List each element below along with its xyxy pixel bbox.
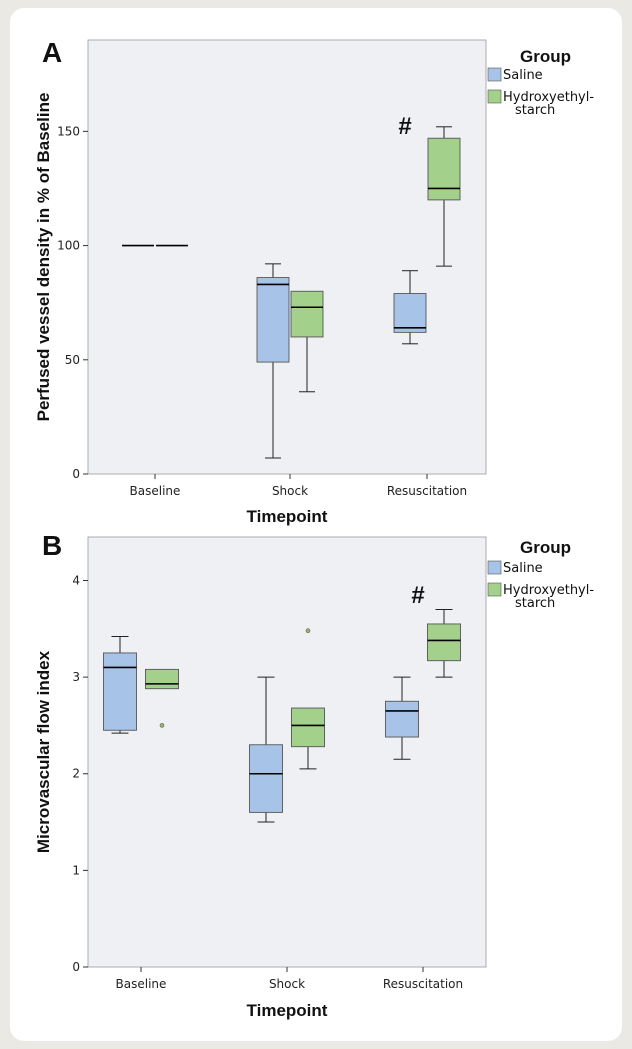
panel-b-legend-swatch-saline: [487, 560, 502, 575]
panel-b-legend-label-hes-2: starch: [515, 596, 555, 611]
panel-b-hes-shock-outlier: [305, 628, 311, 634]
panel-b-x-tick-label: Shock: [269, 977, 305, 991]
panel-b-y-tick-label: 2: [72, 767, 80, 781]
panel-a-legend-title: Group: [520, 47, 571, 66]
panel-b-y-tick-label: 1: [72, 863, 80, 877]
panel-a-legend-swatch-hes: [487, 89, 502, 104]
panel-a-legend-label-saline: Saline: [503, 68, 543, 83]
panel-a-hes-resuscitation-box: [427, 137, 461, 201]
panel-b-saline-resuscitation-box: [385, 700, 419, 738]
panel-a-legend-label-hes-1: Hydroxyethyl-: [503, 90, 594, 105]
panel-a-y-tick-label: 150: [57, 124, 80, 138]
panel-b-marks: 0 1 2 3 4 Baseline Shock Resuscitation: [72, 573, 463, 991]
panel-b-saline-shock-box: [249, 744, 283, 813]
panel-b-saline-baseline-box: [103, 652, 137, 731]
panel-a-legend-label-hes-2: starch: [515, 103, 555, 118]
panel-a-y-tick-label: 50: [65, 353, 80, 367]
panel-b-letter: B: [42, 530, 62, 561]
panel-b-x-tick-label: Baseline: [116, 977, 167, 991]
panel-b-hes-shock-box: [291, 707, 325, 748]
panel-a-saline-resuscitation-box: [393, 293, 427, 333]
panel-a-legend-swatch-saline: [487, 67, 502, 82]
panel-b-y-axis-title: Microvascular flow index: [34, 650, 53, 853]
panel-b-y-tick-label: 0: [72, 960, 80, 974]
panel-b-legend-title: Group: [520, 538, 571, 557]
panel-b-hes-resuscitation-box: [427, 623, 461, 662]
panel-b-x-tick-label: Resuscitation: [383, 977, 463, 991]
panel-a-y-tick-label: 0: [72, 467, 80, 481]
panel-b: B Microvascular flow index Timepoint Gro…: [34, 530, 594, 1020]
panel-b-legend-label-hes-1: Hydroxyethyl-: [503, 583, 594, 598]
panel-b-hes-baseline-box: [145, 668, 179, 690]
panel-a-x-tick-label: Baseline: [130, 484, 181, 498]
panel-a-significance-marker: #: [398, 113, 411, 140]
panel-a-plot-area: [87, 39, 487, 475]
panel-b-significance-marker: #: [411, 582, 424, 609]
panel-b-y-tick-label: 4: [72, 573, 80, 587]
panel-a-y-axis-title: Perfused vessel density in % of Baseline: [34, 93, 53, 422]
panel-a: A Perfused vessel density in % of Baseli…: [34, 37, 594, 526]
panel-b-plot-area: [87, 536, 487, 968]
panel-a-marks: 0 50 100 150 Baseline Shock Resuscitation: [57, 124, 467, 498]
panel-b-legend-label-saline: Saline: [503, 561, 543, 576]
panel-b-x-axis-title: Timepoint: [247, 1001, 328, 1020]
panel-b-hes-baseline-outlier: [159, 723, 165, 728]
panel-a-saline-shock-box: [256, 277, 290, 363]
panel-b-legend-swatch-hes: [487, 582, 502, 597]
panel-a-letter: A: [42, 37, 62, 68]
panel-a-x-axis-title: Timepoint: [247, 507, 328, 526]
panel-b-y-tick-label: 3: [72, 670, 80, 684]
panel-a-y-tick-label: 100: [57, 239, 80, 253]
panel-a-x-tick-label: Shock: [272, 484, 308, 498]
panel-a-hes-shock-box: [290, 290, 324, 338]
panel-a-x-tick-label: Resuscitation: [387, 484, 467, 498]
